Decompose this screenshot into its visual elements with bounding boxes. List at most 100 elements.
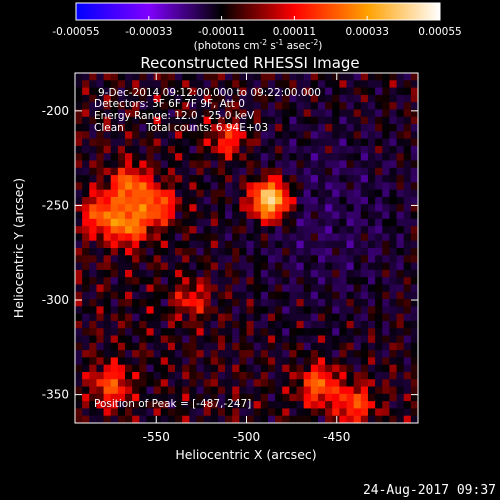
- heatmap-cell: [125, 211, 133, 220]
- heatmap-cell: [110, 393, 119, 402]
- heatmap-cell: [367, 248, 376, 256]
- heatmap-cell: [203, 320, 212, 329]
- heatmap-cell: [360, 328, 369, 336]
- heatmap-cell: [82, 167, 90, 176]
- heatmap-cell: [396, 138, 405, 147]
- heatmap-cell: [282, 196, 290, 205]
- heatmap-cell: [239, 364, 247, 373]
- heatmap-cell: [396, 320, 405, 329]
- heatmap-cell: [282, 408, 290, 417]
- heatmap-cell: [375, 131, 383, 140]
- heatmap-cell: [325, 255, 333, 263]
- heatmap-cell: [267, 124, 276, 132]
- heatmap-cell: [275, 393, 283, 402]
- heatmap-cell: [125, 342, 133, 351]
- heatmap-cell: [303, 87, 312, 96]
- heatmap-cell: [182, 299, 190, 307]
- heatmap-cell: [396, 364, 405, 373]
- heatmap-cell: [382, 335, 390, 344]
- heatmap-cell: [96, 233, 104, 242]
- heatmap-cell: [82, 313, 90, 322]
- heatmap-cell: [210, 240, 219, 249]
- heatmap-cell: [203, 386, 212, 395]
- heatmap-cell: [175, 386, 183, 395]
- heatmap-cell: [325, 124, 333, 132]
- heatmap-cell: [382, 182, 390, 191]
- heatmap-cell: [139, 189, 147, 198]
- heatmap-cell: [367, 386, 376, 395]
- heatmap-cell: [346, 131, 355, 140]
- heatmap-cell: [210, 94, 219, 103]
- heatmap-cell: [239, 175, 247, 183]
- heatmap-cell: [167, 255, 176, 263]
- heatmap-cell: [89, 87, 97, 96]
- heatmap-cell: [153, 291, 162, 300]
- heatmap-cell: [332, 196, 340, 205]
- heatmap-cell: [182, 211, 190, 220]
- heatmap-cell: [182, 73, 190, 81]
- heatmap-cell: [332, 320, 340, 329]
- heatmap-cell: [217, 233, 226, 242]
- heatmap-cell: [410, 160, 419, 169]
- heatmap-cell: [339, 182, 347, 191]
- heatmap-cell: [296, 102, 305, 110]
- heatmap-cell: [132, 73, 140, 81]
- heatmap-cell: [339, 175, 347, 183]
- heatmap-cell: [160, 94, 169, 103]
- heatmap-cell: [189, 167, 197, 176]
- heatmap-cell: [196, 109, 205, 118]
- heatmap-cell: [353, 335, 362, 344]
- heatmap-cell: [196, 145, 205, 154]
- heatmap-cell: [275, 335, 283, 344]
- heatmap-cell: [246, 328, 255, 336]
- heatmap-cell: [217, 291, 226, 300]
- heatmap-cell: [89, 131, 97, 140]
- heatmap-cell: [103, 386, 112, 395]
- heatmap-cell: [132, 401, 140, 409]
- heatmap-cell: [317, 313, 326, 322]
- heatmap-cell: [382, 386, 390, 395]
- heatmap-cell: [275, 342, 283, 351]
- heatmap-cell: [239, 408, 247, 417]
- heatmap-cell: [110, 102, 119, 110]
- heatmap-cell: [103, 94, 112, 103]
- heatmap-cell: [96, 320, 104, 329]
- heatmap-cell: [96, 116, 104, 125]
- heatmap-cell: [253, 73, 262, 81]
- heatmap-cell: [396, 131, 405, 140]
- heatmap-cell: [353, 313, 362, 322]
- heatmap-cell: [210, 87, 219, 96]
- heatmap-cell: [303, 240, 312, 249]
- heatmap-cell: [75, 196, 83, 205]
- heatmap-cell: [82, 262, 90, 271]
- heatmap-cell: [396, 408, 405, 417]
- heatmap-cell: [410, 189, 419, 198]
- heatmap-cell: [375, 306, 383, 315]
- heatmap-cell: [303, 328, 312, 336]
- heatmap-cell: [125, 262, 133, 271]
- heatmap-cell: [289, 306, 297, 315]
- heatmap-cell: [239, 284, 247, 293]
- heatmap-cell: [82, 240, 90, 249]
- heatmap-cell: [139, 342, 147, 351]
- heatmap-cell: [132, 357, 140, 366]
- heatmap-cell: [110, 386, 119, 395]
- heatmap-cell: [303, 415, 312, 424]
- heatmap-cell: [332, 94, 340, 103]
- heatmap-cell: [96, 291, 104, 300]
- heatmap-cell: [382, 226, 390, 234]
- heatmap-cell: [339, 73, 347, 81]
- heatmap-cell: [89, 226, 97, 234]
- heatmap-cell: [110, 306, 119, 315]
- heatmap-cell: [317, 218, 326, 227]
- heatmap-cell: [153, 145, 162, 154]
- heatmap-cell: [403, 415, 412, 424]
- heatmap-cell: [382, 306, 390, 315]
- heatmap-cell: [396, 80, 405, 88]
- heatmap-cell: [332, 211, 340, 220]
- heatmap-cell: [75, 401, 83, 409]
- heatmap-cell: [275, 262, 283, 271]
- heatmap-cell: [360, 87, 369, 96]
- heatmap-cell: [260, 131, 269, 140]
- heatmap-cell: [332, 328, 340, 336]
